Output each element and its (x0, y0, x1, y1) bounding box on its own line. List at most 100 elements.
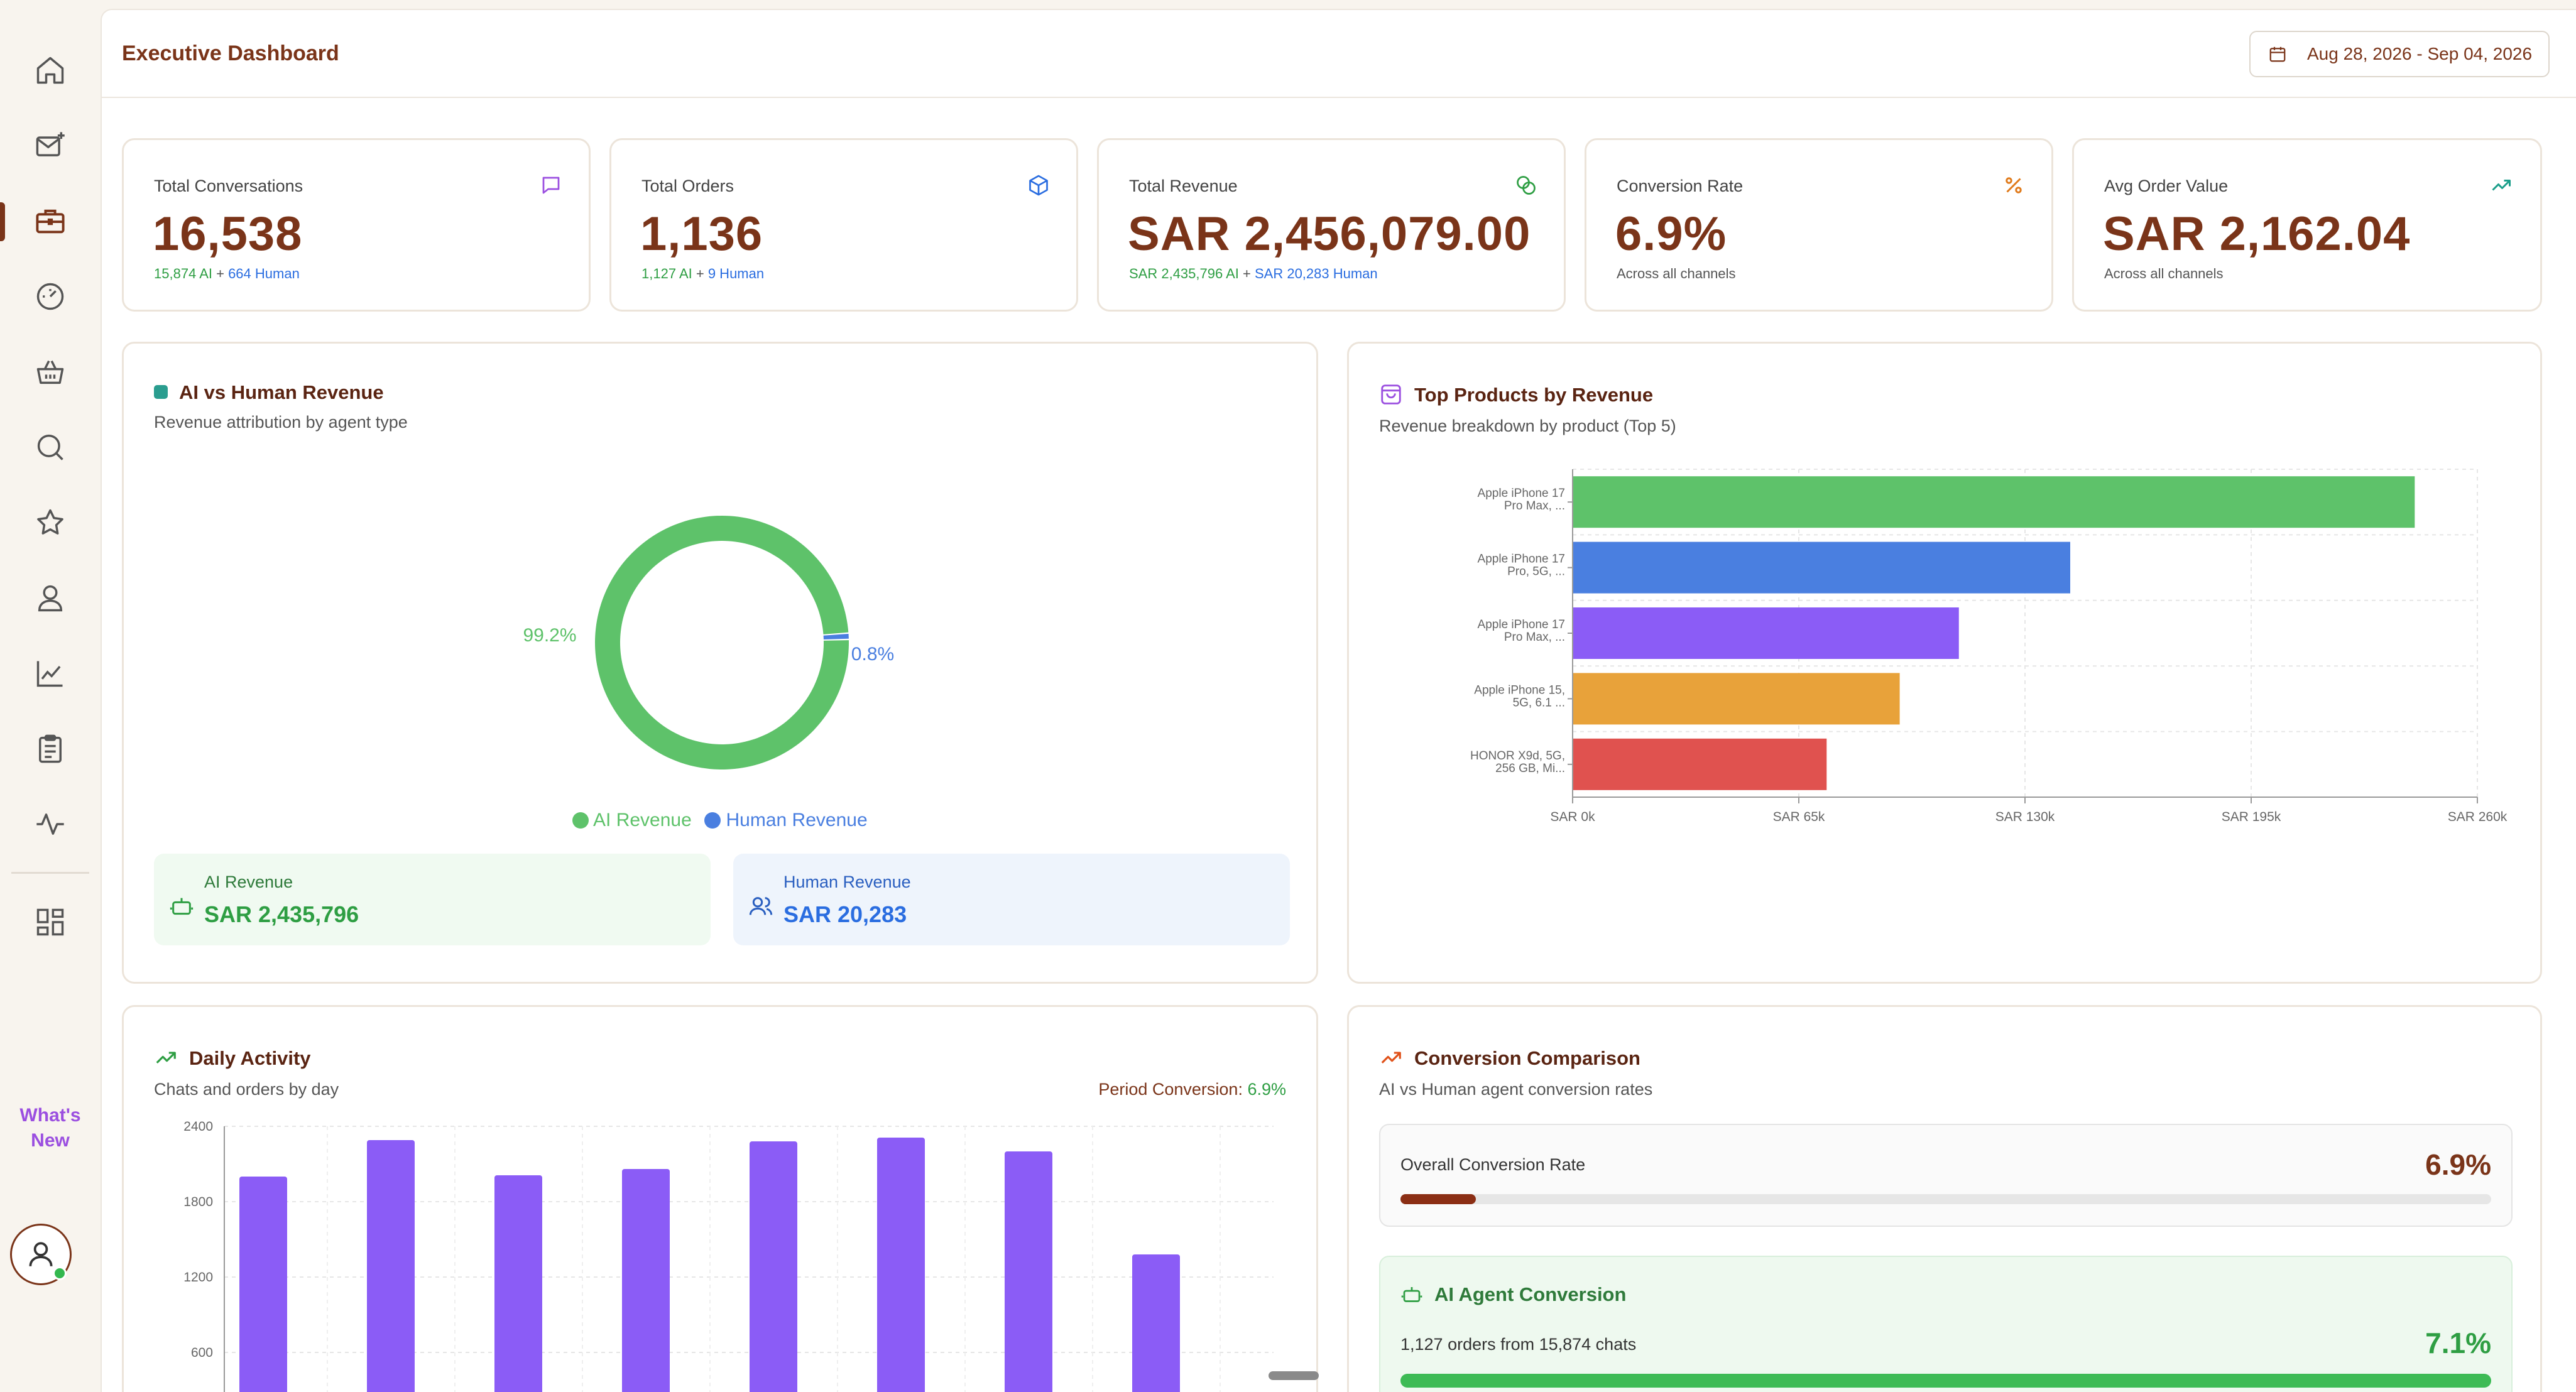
kpi-total-orders: Total Orders 1,136 1,127 AI + 9 Human (609, 138, 1078, 312)
kpi-sub-human: SAR 20,283 Human (1254, 266, 1378, 281)
x-tick-label: SAR 260k (2448, 810, 2508, 824)
x-tick-label: SAR 65k (1773, 810, 1825, 824)
card-bullet-icon (154, 385, 168, 399)
daily-activity-card: Daily Activity Chats and orders by day P… (122, 1005, 1319, 1392)
date-range-label: Aug 28, 2026 - Sep 04, 2026 (2307, 44, 2533, 63)
active-indicator (0, 202, 5, 241)
product-bar[interactable] (1573, 607, 1959, 659)
home-icon[interactable] (31, 52, 69, 89)
kpi-sub-ai: 1,127 AI (641, 266, 692, 281)
daily-bar[interactable] (367, 1140, 415, 1392)
product-bar[interactable] (1573, 673, 1900, 725)
kpi-total-revenue: Total Revenue SAR 2,456,079.00 SAR 2,435… (1097, 138, 1566, 312)
shopping-bag-icon (1381, 384, 1401, 405)
top-products-card: Top Products by Revenue Revenue breakdow… (1347, 342, 2542, 984)
product-bar[interactable] (1573, 541, 2070, 594)
whats-new-line2: New (31, 1130, 70, 1151)
sidebar: What's New (0, 0, 101, 1392)
overall-conversion-value: 6.9% (2425, 1148, 2491, 1181)
activity-icon[interactable] (31, 805, 69, 843)
product-label: Pro, 5G, ... (1507, 565, 1565, 579)
donut-legend: AI Revenue Human Revenue (124, 810, 1316, 831)
whats-new-link[interactable]: What's New (0, 1103, 101, 1153)
online-status-dot (53, 1266, 67, 1280)
coins-icon (1517, 176, 1536, 195)
user-icon[interactable] (31, 579, 69, 617)
kpi-sub: 15,874 AI + 664 Human (154, 266, 300, 282)
date-range-picker[interactable]: Aug 28, 2026 - Sep 04, 2026 (2249, 31, 2550, 77)
star-icon[interactable] (31, 504, 69, 541)
kpi-total-conversations: Total Conversations 16,538 15,874 AI + 6… (122, 138, 591, 312)
ai-conversion-fill (1400, 1374, 2491, 1388)
line-chart-icon[interactable] (31, 655, 69, 692)
kpi-label: Total Conversations (154, 177, 303, 195)
ai-agent-conversion-box: AI Agent Conversion 1,127 orders from 15… (1379, 1256, 2513, 1392)
daily-activity-bar-chart: 2400 1800 1200 600 (183, 1119, 1274, 1392)
kpi-sub: 1,127 AI + 9 Human (641, 266, 764, 282)
kpi-sub: Across all channels (1617, 266, 1736, 281)
daily-bar[interactable] (750, 1141, 797, 1392)
clipboard-icon[interactable] (31, 730, 69, 768)
kpi-avg-order-value: Avg Order Value SAR 2,162.04 Across all … (2072, 138, 2542, 312)
ai-conversion-title: AI Agent Conversion (1434, 1283, 1627, 1305)
briefcase-icon[interactable] (31, 202, 69, 240)
page-title: Executive Dashboard (122, 41, 339, 65)
y-tick-label: 600 (191, 1346, 213, 1360)
gauge-icon[interactable] (31, 278, 69, 315)
kpi-sub-human: 9 Human (707, 266, 765, 281)
x-tick-label: SAR 0k (1550, 810, 1595, 824)
kpi-value: 6.9% (1615, 207, 1727, 261)
avatar[interactable] (10, 1224, 72, 1285)
product-bar[interactable] (1573, 738, 1827, 790)
basket-icon[interactable] (31, 353, 69, 391)
kpi-label: Total Orders (641, 177, 734, 195)
kpi-value: 1,136 (640, 207, 763, 261)
kpi-value: SAR 2,456,079.00 (1128, 207, 1531, 261)
scrollbar-thumb[interactable] (1269, 1371, 1319, 1380)
ai-conversion-desc: 1,127 orders from 15,874 chats (1400, 1335, 1637, 1354)
daily-bar[interactable] (1132, 1254, 1180, 1392)
daily-bar[interactable] (1005, 1151, 1052, 1392)
kpi-sub-sep: + (1238, 266, 1255, 281)
overall-conversion-fill (1400, 1194, 1476, 1204)
trending-up-icon (2492, 180, 2511, 191)
mail-sparkle-icon[interactable] (31, 127, 69, 165)
daily-bar[interactable] (622, 1169, 670, 1392)
donut-slice-1[interactable] (823, 633, 849, 639)
product-label: 256 GB, Mi... (1495, 762, 1565, 775)
product-label: Pro Max, ... (1504, 499, 1565, 513)
kpi-sub: SAR 2,435,796 AI + SAR 20,283 Human (1129, 266, 1378, 282)
y-tick-label: 1800 (183, 1195, 213, 1209)
period-conversion-label: Period Conversion: (1098, 1080, 1248, 1099)
search-icon[interactable] (31, 428, 69, 466)
legend-human-label: Human Revenue (726, 810, 868, 830)
human-revenue-box: Human Revenue SAR 20,283 (733, 854, 1290, 945)
daily-bar[interactable] (494, 1175, 542, 1392)
ai-revenue-label: AI Revenue (204, 873, 293, 891)
card-subtitle: AI vs Human agent conversion rates (1379, 1080, 1653, 1099)
human-revenue-label: Human Revenue (783, 873, 911, 891)
legend-ai-swatch (572, 812, 589, 829)
overall-conversion-label: Overall Conversion Rate (1400, 1155, 1586, 1174)
card-subtitle: Revenue attribution by agent type (154, 413, 408, 432)
ai-vs-human-revenue-card: AI vs Human Revenue Revenue attribution … (122, 342, 1318, 984)
card-subtitle: Chats and orders by day (154, 1080, 339, 1099)
x-tick-label: SAR 130k (1995, 810, 2055, 824)
chat-icon (542, 177, 560, 194)
whats-new-line1: What's (19, 1105, 81, 1126)
card-title: Top Products by Revenue (1414, 384, 1654, 406)
product-bar[interactable] (1573, 476, 2415, 528)
product-label: Pro Max, ... (1504, 631, 1565, 644)
x-tick-label: SAR 195k (2222, 810, 2281, 824)
daily-bar[interactable] (239, 1177, 287, 1392)
sidebar-divider (11, 872, 89, 874)
product-label: Apple iPhone 15, (1474, 683, 1565, 697)
donut-slice-0[interactable] (594, 515, 849, 769)
product-label: Apple iPhone 17 (1478, 618, 1565, 631)
ai-revenue-box: AI Revenue SAR 2,435,796 (154, 854, 711, 945)
donut-human-pct-label: 0.8% (851, 644, 894, 665)
daily-bar[interactable] (877, 1138, 925, 1392)
period-conversion: Period Conversion: 6.9% (1098, 1080, 1286, 1099)
layout-grid-icon[interactable] (31, 903, 69, 941)
calendar-icon (2269, 46, 2286, 62)
